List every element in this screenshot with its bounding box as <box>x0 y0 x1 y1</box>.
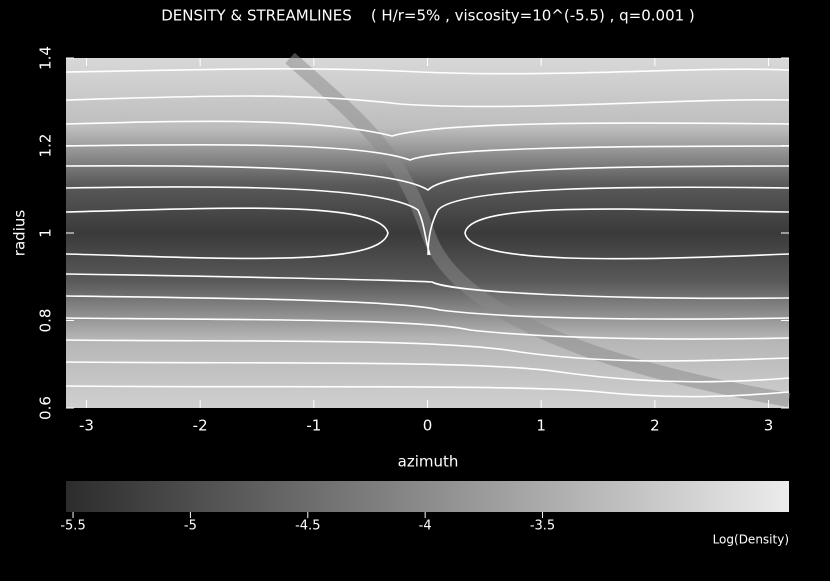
x-tick-label: -3 <box>79 417 94 435</box>
colorbar-tick-label: -4 <box>419 519 432 534</box>
colorbar-tick-label: -3.5 <box>530 519 555 534</box>
colorbar-tick-label: -5.5 <box>60 519 85 534</box>
y-tick-label: 0.6 <box>37 396 55 420</box>
x-tick-label: 0 <box>423 417 433 435</box>
y-tick-label: 0.8 <box>37 309 55 333</box>
chart-title: DENSITY & STREAMLINES ( H/r=5% , viscosi… <box>161 7 695 25</box>
y-tick-label: 1.2 <box>37 134 55 158</box>
x-tick-label: 2 <box>650 417 660 435</box>
wake <box>285 52 791 407</box>
x-tick-label: 3 <box>764 417 774 435</box>
colorbar <box>66 481 789 512</box>
x-tick-label: -2 <box>193 417 208 435</box>
plot-area <box>65 52 791 408</box>
y-axis-title: radius <box>11 210 29 257</box>
x-axis-title: azimuth <box>398 453 459 471</box>
colorbar-label: Log(Density) <box>713 533 789 547</box>
y-tick-label: 1 <box>37 228 55 238</box>
colorbar-tick-label: -4.5 <box>295 519 320 534</box>
x-tick-label: -1 <box>306 417 321 435</box>
y-tick-label: 1.4 <box>37 46 55 70</box>
colorbar-tick-label: -5 <box>184 519 197 534</box>
streamlines <box>65 68 790 398</box>
x-tick-label: 1 <box>536 417 546 435</box>
